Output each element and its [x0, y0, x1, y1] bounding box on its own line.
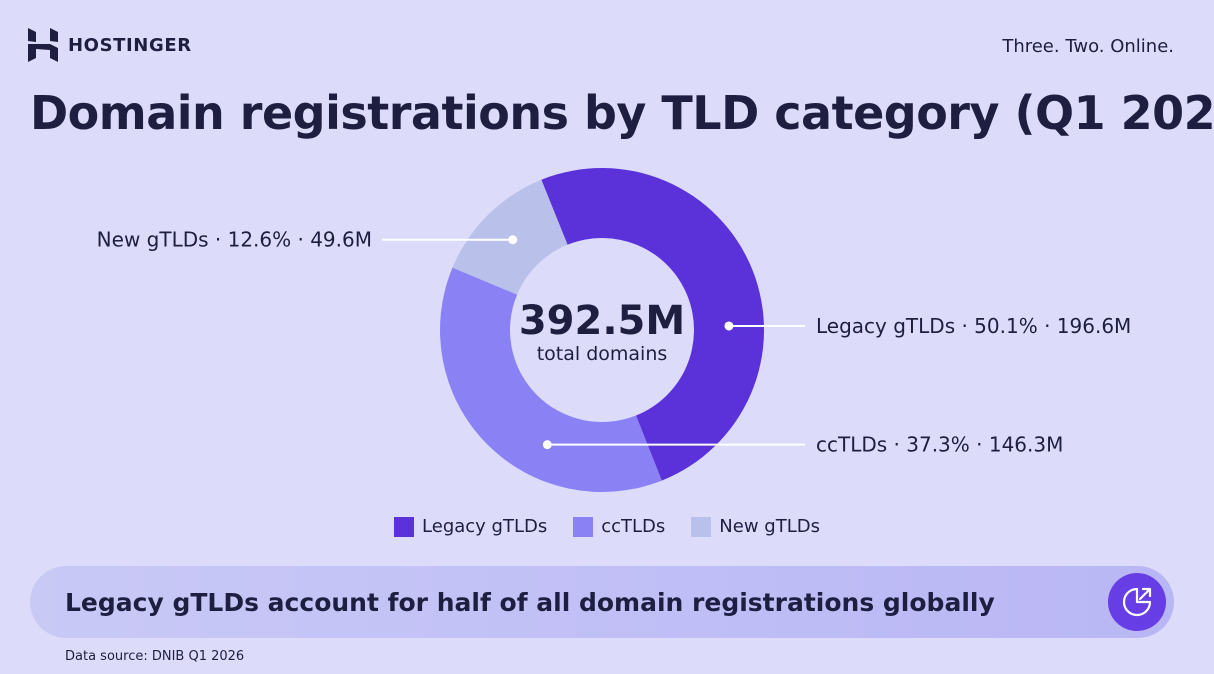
center-value: 392.5M: [519, 298, 685, 344]
center-label: total domains: [537, 343, 668, 365]
legend-item-new: New gTLDs: [691, 516, 820, 537]
legend: Legacy gTLDs ccTLDs New gTLDs: [0, 516, 1214, 537]
legend-item-cctld: ccTLDs: [573, 516, 665, 537]
legend-label-legacy: Legacy gTLDs: [422, 516, 548, 537]
data-label-legacy: Legacy gTLDs · 50.1% · 196.6M: [816, 314, 1131, 338]
chart-arrow-icon: [1122, 587, 1152, 617]
legend-label-cctld: ccTLDs: [601, 516, 666, 537]
slice-legacy: [541, 167, 765, 481]
legend-label-new: New gTLDs: [719, 516, 820, 537]
data-source: Data source: DNIB Q1 2026: [65, 649, 245, 664]
page-title: Domain registrations by TLD category (Q1…: [30, 86, 1214, 140]
tagline: Three. Two. Online.: [1002, 36, 1174, 57]
leader-dot-new: [508, 235, 518, 245]
header: HOSTINGER: [28, 28, 192, 62]
legend-item-legacy: Legacy gTLDs: [394, 516, 547, 537]
leader-dot-legacy: [724, 321, 734, 331]
donut-chart: Legacy gTLDs · 50.1% · 196.6M ccTLDs · 37…: [97, 167, 1131, 493]
brand-name: HOSTINGER: [68, 34, 192, 56]
hostinger-logo-icon: [28, 28, 58, 62]
chart-arrow-button[interactable]: [1108, 573, 1166, 631]
data-label-cctld: ccTLDs · 37.3% · 146.3M: [816, 433, 1063, 457]
data-label-new: New gTLDs · 12.6% · 49.6M: [97, 228, 372, 252]
legend-swatch-cctld: [573, 516, 594, 537]
leader-dot-cctld: [542, 440, 552, 450]
legend-swatch-new: [691, 516, 712, 537]
insight-text: Legacy gTLDs account for half of all dom…: [65, 587, 995, 617]
legend-swatch-legacy: [394, 516, 415, 537]
slice-cctld: [439, 267, 662, 493]
insight-banner: Legacy gTLDs account for half of all dom…: [30, 566, 1174, 638]
